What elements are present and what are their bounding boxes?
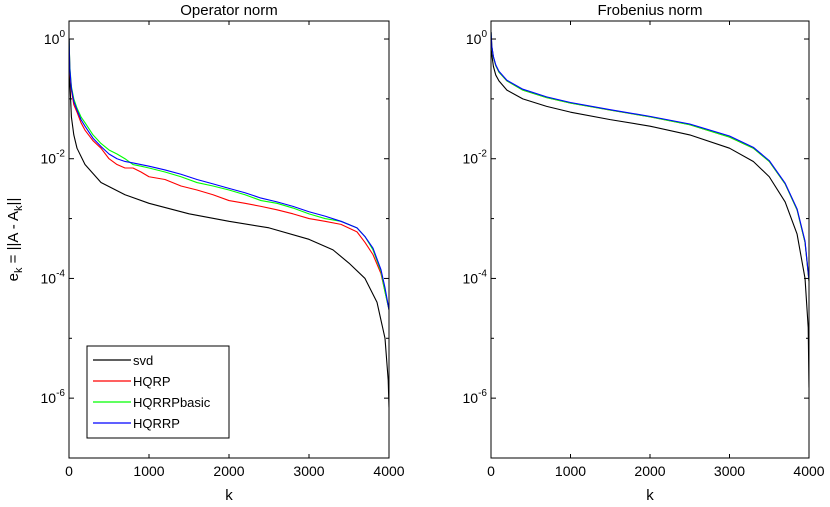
chart-title: Frobenius norm xyxy=(597,2,702,19)
x-tick-label: 0 xyxy=(65,463,73,479)
series-line-hqrrp xyxy=(69,39,389,310)
x-tick-label: 3000 xyxy=(714,463,745,479)
chart-panel-2: 0 1000 2000 3000 4000 100 10-2 10-4 10-6 Frobeniu… xyxy=(463,2,825,504)
x-tick-label: 2000 xyxy=(213,463,244,479)
series-line-hqrrp xyxy=(491,32,809,281)
y-tick-label: 10-6 xyxy=(463,388,488,406)
y-tick-label: 100 xyxy=(44,29,66,47)
y-tick-label: 10-4 xyxy=(463,268,488,286)
x-axis-label: k xyxy=(646,487,654,504)
series-group xyxy=(69,39,389,408)
legend-label-hqrrp: HQRRP xyxy=(133,416,180,431)
chart-panel-1: 0 1000 2000 3000 4000 100 10-2 10-4 10-6 Operator… xyxy=(5,2,405,504)
plot-frame xyxy=(490,20,810,459)
x-tick-label: 4000 xyxy=(793,463,824,479)
legend: svd HQRP HQRRPbasic HQRRP xyxy=(86,345,230,439)
series-line-hqrrpbasic xyxy=(69,39,389,310)
x-tick-label: 4000 xyxy=(373,463,404,479)
x-tick-label: 1000 xyxy=(133,463,164,479)
series-line-hqrrpbasic xyxy=(491,32,809,282)
x-tick-label: 3000 xyxy=(293,463,324,479)
series-line-svd xyxy=(69,39,389,408)
y-tick-label: 10-2 xyxy=(41,149,66,167)
y-axis-label: ek​ = ||A - Ak​|| xyxy=(5,198,25,282)
legend-label-hqrrpbasic: HQRRPbasic xyxy=(133,395,211,410)
x-tick-label: 2000 xyxy=(634,463,665,479)
y-tick-label: 100 xyxy=(466,29,488,47)
x-tick-label: 0 xyxy=(487,463,495,479)
y-tick-label: 10-6 xyxy=(41,388,66,406)
y-tick-label: 10-2 xyxy=(463,149,488,167)
series-line-hqrp xyxy=(69,39,389,310)
x-axis-label: k xyxy=(225,487,233,504)
series-line-svd xyxy=(491,38,809,388)
y-tick-label: 10-4 xyxy=(41,268,66,286)
x-tick-label: 1000 xyxy=(555,463,586,479)
chart-title: Operator norm xyxy=(180,2,278,19)
legend-label-hqrp: HQRP xyxy=(133,374,171,389)
legend-label-svd: svd xyxy=(133,353,153,368)
series-group xyxy=(491,32,809,388)
series-line-hqrp xyxy=(491,32,809,282)
